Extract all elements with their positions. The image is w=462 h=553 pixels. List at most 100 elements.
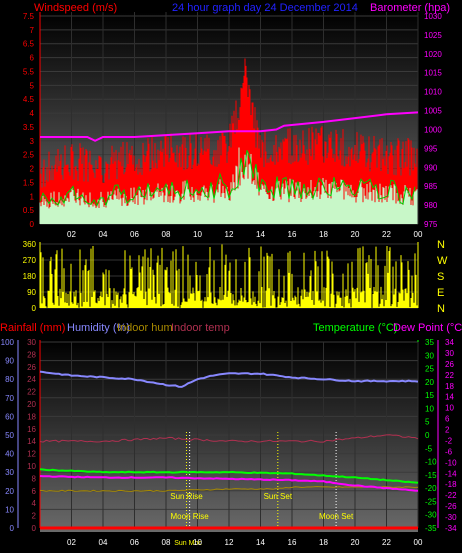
dew-point-tick-label: -22 (445, 491, 457, 500)
temperature-tick-label: 10 (425, 404, 434, 413)
wind-direction-series (39, 244, 418, 308)
temperature-x-tick-label: 20 (351, 538, 360, 547)
humidity-tick-label: 30 (5, 468, 14, 477)
temperature-axis-ticks: -35 -30 -25 -20 -15 -10 -5 0 5 10 15 20 25 30 35 (425, 338, 437, 533)
dew-point-tick-label: -30 (445, 513, 457, 522)
humidity-tick-label: 40 (5, 450, 14, 459)
dew-point-tick-label: 14 (445, 393, 454, 402)
temperature-tick-label: -25 (425, 497, 437, 506)
wind-direction-tick-label: 360 (23, 240, 37, 249)
humidity-tick-label: 100 (1, 338, 15, 347)
wind-x-tick-label: 08 (162, 230, 171, 239)
barometer-tick-label: 990 (424, 163, 438, 172)
dew-point-tick-label: 34 (445, 338, 454, 347)
barometer-tick-label: 1020 (424, 50, 442, 59)
wind-panel: 00.511.522.533.544.555.566.577.5 9759809… (23, 2, 450, 239)
rainfall-tick-label: 12 (27, 450, 36, 459)
temperature-tick-label: 20 (425, 378, 434, 387)
dew-point-tick-label: -26 (445, 502, 457, 511)
windspeed-tick-label: 6 (30, 54, 35, 63)
humidity-tick-label: 90 (5, 357, 14, 366)
legend-humidity: Humidity (%) (67, 322, 130, 334)
compass-tick-label: W (437, 255, 448, 267)
barometer-tick-label: 980 (424, 201, 438, 210)
barometer-tick-label: 1010 (424, 88, 442, 97)
windspeed-tick-label: 7 (30, 26, 35, 35)
temperature-x-tick-label: 06 (130, 538, 139, 547)
humidity-tick-label: 70 (5, 394, 14, 403)
legend-indoor-hum: Indoor hum (117, 322, 173, 334)
temperature-tick-label: -35 (425, 524, 437, 533)
dew-point-tick-label: -18 (445, 480, 457, 489)
compass-tick-label: E (437, 287, 444, 299)
chart-title: 24 hour graph day 24 December 2014 (172, 2, 358, 14)
rainfall-tick-label: 16 (27, 425, 36, 434)
series-line-2 (39, 434, 419, 443)
rainfall-tick-label: 2 (32, 512, 37, 521)
rainfall-tick-label: 6 (32, 487, 37, 496)
legend-dew-point: Dew Point (°C) (393, 322, 462, 334)
rainfall-tick-label: 18 (27, 412, 36, 421)
windspeed-tick-label: 5 (30, 81, 35, 90)
wind-x-tick-label: 00 (414, 230, 423, 239)
windspeed-tick-label: 6.5 (23, 40, 35, 49)
temperature-x-tick-label: 12 (225, 538, 234, 547)
dew-point-tick-label: -14 (445, 469, 457, 478)
rainfall-tick-label: 30 (27, 338, 36, 347)
wind-direction-tick-label: 270 (23, 256, 37, 265)
wind-direction-axis-ticks: 0 90 180 270 360 (23, 240, 37, 313)
windspeed-tick-label: 7.5 (23, 12, 35, 21)
series-line-1 (39, 485, 419, 492)
wind-direction-tick-label: 180 (23, 272, 37, 281)
dew-point-tick-label: 6 (445, 415, 450, 424)
dew-point-tick-label: -2 (445, 436, 453, 445)
humidity-tick-label: 60 (5, 412, 14, 421)
windspeed-series (39, 58, 418, 224)
barometer-axis-label: Barometer (hpa) (370, 2, 450, 14)
windspeed-tick-label: 1 (30, 192, 35, 201)
windspeed-tick-label: 1.5 (23, 178, 35, 187)
wind-x-tick-label: 06 (130, 230, 139, 239)
temperature-tick-label: 15 (425, 391, 434, 400)
rainfall-tick-label: 26 (27, 363, 36, 372)
windspeed-tick-label: 2.5 (23, 151, 35, 160)
barometer-tick-label: 995 (424, 144, 438, 153)
temperature-x-tick-label: 18 (319, 538, 328, 547)
wind-direction-tick-label: 90 (27, 288, 36, 297)
temperature-x-tick-label: 10 (193, 538, 202, 547)
dew-point-tick-label: -34 (445, 524, 457, 533)
dew-point-tick-label: 30 (445, 349, 454, 358)
temperature-x-tick-label: 04 (99, 538, 108, 547)
wind-x-tick-label: 04 (99, 230, 108, 239)
rainfall-tick-label: 14 (27, 437, 36, 446)
windspeed-average-line (39, 150, 416, 207)
barometer-tick-label: 1005 (424, 107, 442, 116)
compass-tick-label: S (437, 271, 444, 283)
temperature-tick-label: -20 (425, 484, 437, 493)
wind-x-tick-label: 12 (225, 230, 234, 239)
rainfall-tick-label: 8 (32, 474, 37, 483)
wind-x-tick-label: 16 (288, 230, 297, 239)
barometer-tick-label: 1030 (424, 12, 442, 21)
windspeed-tick-label: 3 (30, 137, 35, 146)
temperature-series (39, 370, 419, 530)
humidity-tick-label: 80 (5, 375, 14, 384)
rainfall-tick-label: 0 (32, 524, 37, 533)
dew-point-tick-label: -10 (445, 458, 457, 467)
barometer-tick-label: 1015 (424, 69, 442, 78)
windspeed-axis-ticks: 0 0.5 1 1.5 2 2.5 3 3.5 4 4.5 5 5.5 6 6.5 7 7.5 (23, 12, 35, 229)
temperature-x-axis-ticks: 02 04 06 08 10 12 14 16 18 20 22 00 (67, 538, 423, 547)
series-line-0 (39, 370, 419, 388)
temperature-x-tick-label: 00 (414, 538, 423, 547)
dew-point-tick-label: -6 (445, 447, 453, 456)
windspeed-tick-label: 0.5 (23, 206, 35, 215)
rainfall-tick-label: 22 (27, 388, 36, 397)
windspeed-tick-label: 2 (30, 165, 35, 174)
windspeed-axis-label: Windspeed (m/s) (34, 2, 117, 14)
dew-point-tick-label: 26 (445, 360, 454, 369)
barometer-axis-ticks: 975 980 985 990 995 1000 1005 1010 1015 1020 1025 1… (424, 12, 442, 229)
compass-tick-label: N (437, 239, 445, 251)
wind-x-tick-label: 20 (351, 230, 360, 239)
